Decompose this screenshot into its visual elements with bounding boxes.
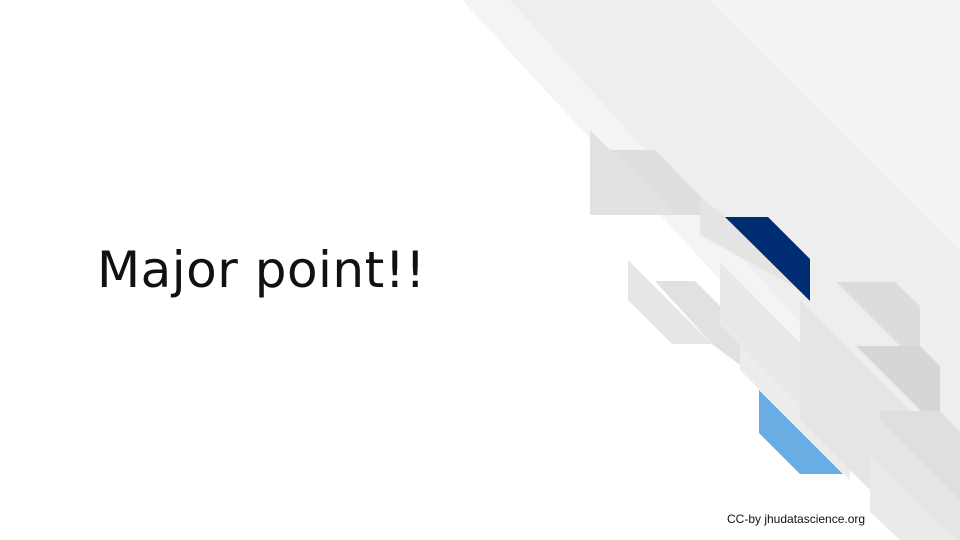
band-corner (715, 0, 960, 240)
accent-blue-tile (759, 390, 843, 474)
tile-mid (655, 281, 740, 365)
tile-right-edge (880, 411, 960, 500)
tile-right-mid (856, 346, 940, 430)
tile-bottom-right (870, 455, 960, 540)
tile-right-top (836, 282, 920, 366)
tile-upper-mid (700, 196, 800, 290)
license-credit: CC-by jhudatascience.org (727, 512, 866, 526)
tile-mid-lower (740, 345, 850, 480)
accent-navy-tile (725, 217, 810, 301)
tile-mid-left (628, 260, 712, 344)
tile-upper (610, 150, 700, 215)
slide-title: Major point!! (97, 241, 426, 299)
